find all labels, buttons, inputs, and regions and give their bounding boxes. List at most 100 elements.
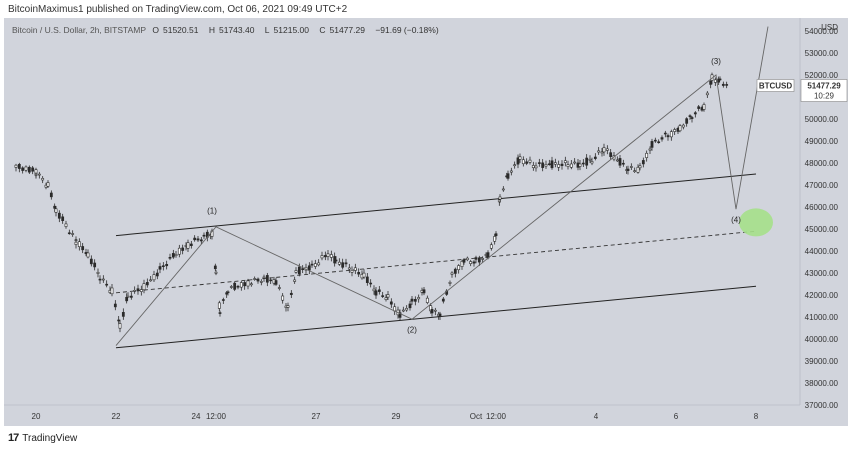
wave-path — [115, 26, 769, 346]
candle-body — [666, 135, 670, 138]
candle-body — [46, 182, 50, 187]
candle-body — [531, 165, 535, 168]
candle-body — [462, 259, 466, 263]
candle-body — [81, 246, 85, 251]
candle-body — [433, 309, 437, 312]
candle-body — [534, 165, 538, 169]
candle-body — [307, 265, 311, 271]
candle-body — [648, 148, 652, 151]
y-tick-label: 53000.00 — [805, 49, 839, 58]
candle-body — [709, 81, 713, 85]
publish-header: BitcoinMaximus1 published on TradingView… — [8, 4, 348, 15]
candle-body — [513, 164, 517, 167]
candle-body — [521, 159, 525, 165]
candle-body — [578, 163, 582, 167]
candle-body — [110, 287, 114, 295]
candle-body — [265, 275, 269, 283]
x-tick-label: 8 — [754, 412, 759, 421]
y-tick-label: 46000.00 — [805, 203, 839, 212]
candle-body — [585, 157, 589, 166]
candle-body — [657, 141, 661, 144]
ticker-text: BTCUSD — [759, 81, 793, 90]
candle-body — [506, 173, 510, 179]
candle-body — [320, 255, 324, 259]
candle-body — [350, 269, 354, 273]
wave-label: (4) — [731, 215, 741, 224]
candle-body — [239, 282, 243, 288]
candle-body — [158, 266, 162, 270]
candle-body — [21, 167, 25, 171]
candle-body — [544, 164, 548, 167]
chart-area[interactable] — [4, 18, 848, 426]
candle-body — [125, 296, 129, 302]
candle-body — [269, 279, 273, 282]
candle-body — [410, 298, 414, 302]
x-axis: 20 22 24 12:00 27 29 Oct 12:00 4 6 8 — [4, 404, 800, 421]
channel-lines — [115, 173, 773, 349]
candle-body — [310, 263, 314, 266]
high-value: H 51743.40 — [208, 25, 255, 35]
candle-body — [537, 162, 541, 164]
candle-body — [202, 234, 206, 237]
candle-body — [605, 148, 609, 151]
candle-body — [413, 299, 417, 302]
candle-body — [474, 257, 478, 260]
y-tick-label: 45000.00 — [805, 225, 839, 234]
candle-body — [590, 161, 594, 164]
candle-body — [718, 78, 722, 81]
candle-body — [705, 92, 709, 96]
candle-body — [274, 280, 278, 285]
candle-body — [425, 297, 429, 303]
y-tick-label: 49000.00 — [805, 137, 839, 146]
candle-body — [313, 263, 317, 267]
candle-body — [277, 287, 281, 289]
candle-body — [633, 170, 637, 172]
candle-body — [341, 262, 345, 268]
candle-body — [566, 164, 570, 167]
candle-body — [67, 232, 71, 235]
candle-body — [101, 278, 105, 281]
candle-body — [518, 156, 522, 160]
candle-body — [226, 291, 230, 294]
candle-body — [168, 257, 172, 259]
candle-body — [497, 199, 501, 203]
candle-body — [460, 261, 464, 267]
candle-body — [525, 161, 529, 164]
candle-body — [77, 241, 81, 247]
candle-body — [353, 267, 357, 271]
candle-body — [690, 117, 694, 119]
x-tick-label: 24 — [192, 412, 201, 421]
candle-body — [14, 164, 18, 168]
footer-brand[interactable]: 17 TradingView — [8, 432, 77, 444]
candle-body — [152, 274, 156, 281]
y-tick-label: 38000.00 — [805, 379, 839, 388]
x-tick-label: 12:00 — [206, 412, 227, 421]
candle-body — [323, 255, 327, 258]
candle-body — [493, 236, 497, 242]
candle-body — [31, 167, 35, 172]
candle-body — [636, 166, 640, 173]
ticker-badge — [756, 79, 795, 92]
brand-name: TradingView — [22, 432, 78, 444]
tradingview-logo-icon: 17 — [8, 432, 19, 444]
candle-body — [374, 290, 378, 296]
candle-body — [560, 163, 564, 166]
target-zone-circle — [739, 208, 773, 237]
candle-body — [498, 196, 502, 200]
y-tick-label: 50000.00 — [805, 115, 839, 124]
y-axis: 37000.00 38000.00 39000.00 40000.00 41000.00… — [799, 18, 839, 410]
candle-body — [357, 272, 361, 275]
candle-body — [329, 254, 333, 258]
symbol-name: Bitcoin / U.S. Dollar, 2h, BITSTAMP — [12, 25, 146, 35]
wave-labels: (1) (2) (3) (4) — [207, 57, 741, 334]
candle-body — [615, 159, 619, 162]
candle-body — [721, 83, 725, 86]
candle-body — [588, 158, 592, 161]
wave-label: (1) — [207, 207, 217, 216]
candle-body — [337, 261, 341, 265]
candle-body — [398, 312, 402, 318]
x-tick-label: 22 — [112, 412, 121, 421]
candle-body — [681, 124, 685, 128]
candle-body — [389, 301, 393, 305]
